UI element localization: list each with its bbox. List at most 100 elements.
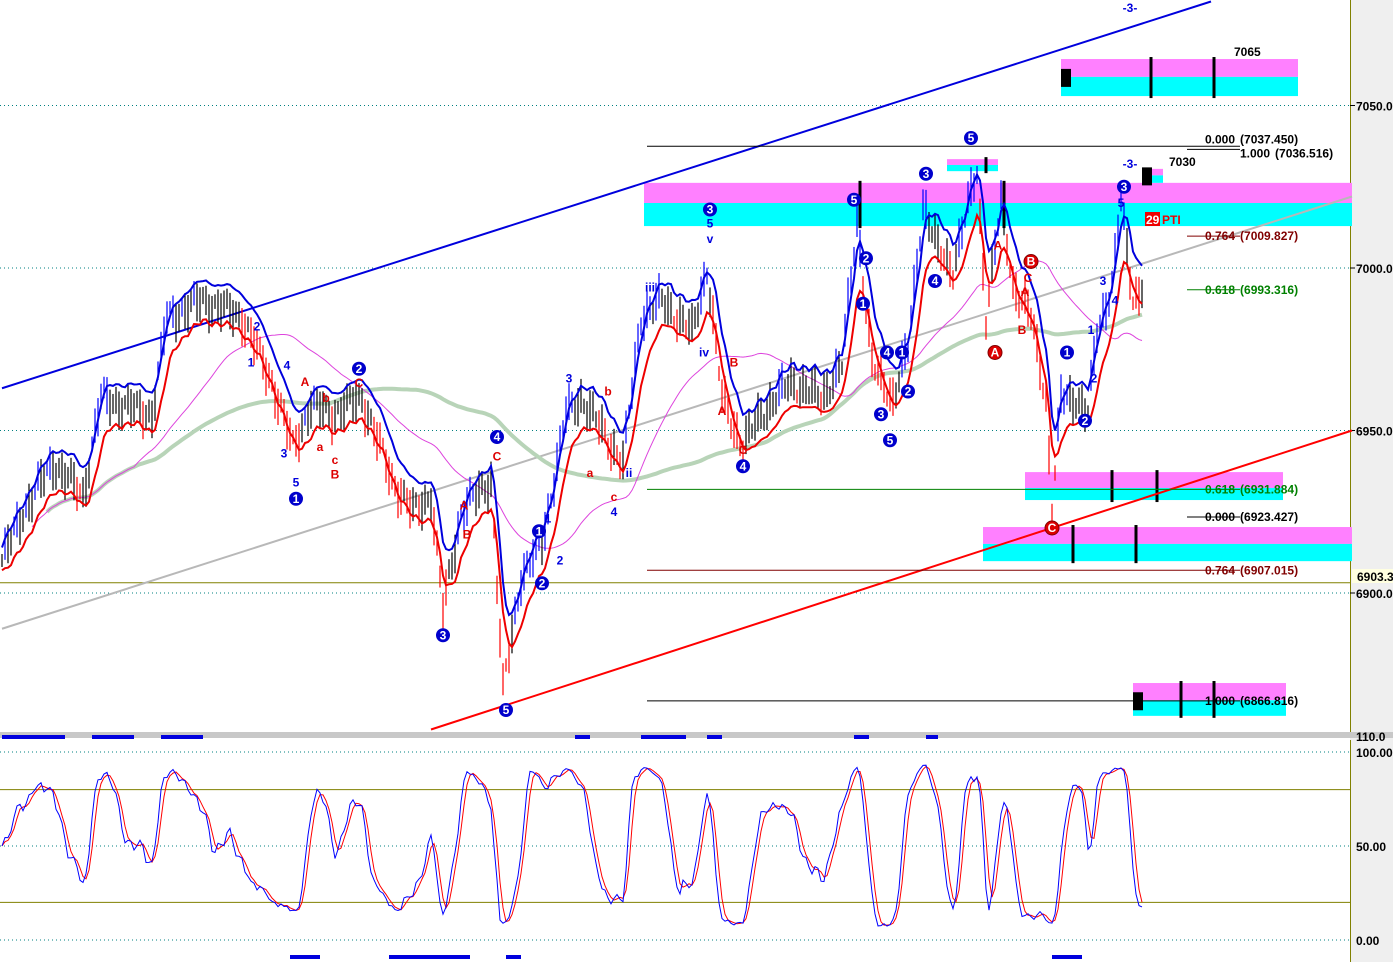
fib-ratio: 1.000 bbox=[1240, 146, 1270, 160]
lower-band bbox=[1, 212, 1143, 649]
trend-line bbox=[430, 429, 1353, 731]
wave-label: c bbox=[611, 490, 618, 504]
fib-value: (7036.516) bbox=[1275, 146, 1333, 160]
wave-label: v bbox=[707, 232, 714, 246]
price-tick-label: 7000.00 bbox=[1356, 262, 1393, 276]
wave-marker-label: 5 bbox=[887, 433, 894, 447]
wave-marker-label: 3 bbox=[1121, 180, 1128, 194]
wave-label: 3 bbox=[281, 446, 288, 460]
mid-moving-average bbox=[31, 260, 1143, 549]
fib-value: (6993.316) bbox=[1240, 283, 1298, 297]
wave-label: 4 bbox=[284, 359, 291, 373]
wave-label: A bbox=[718, 404, 727, 418]
wave-label: -3- bbox=[1123, 1, 1138, 15]
wave-marker-circle bbox=[736, 459, 750, 474]
fib-label: 0.000 (7037.450) bbox=[1205, 132, 1298, 146]
wave-marker-label: 5 bbox=[851, 193, 858, 207]
fib-ratio: 0.764 bbox=[1205, 229, 1235, 243]
zone-cyan bbox=[947, 164, 998, 172]
stochastic-d-line bbox=[1, 765, 1143, 926]
wave-marker-label: 1 bbox=[860, 297, 867, 311]
wave-label: B bbox=[730, 355, 739, 369]
zone-cyan bbox=[1142, 175, 1163, 183]
wave-label: 3 bbox=[566, 372, 573, 386]
signal-strip-segment bbox=[290, 955, 320, 959]
zone-block bbox=[1142, 167, 1152, 186]
wave-label: C bbox=[739, 443, 748, 457]
wave-label: c bbox=[332, 453, 339, 467]
wave-marker-circle bbox=[490, 430, 504, 444]
wave-label: 5 bbox=[707, 217, 714, 231]
wave-marker-label: 4 bbox=[494, 430, 501, 444]
trend-line bbox=[1, 195, 1353, 630]
wave-label: 3 bbox=[1100, 274, 1107, 288]
wave-marker-circle bbox=[436, 628, 450, 643]
wave-label: 1 bbox=[248, 355, 255, 369]
wave-label: b bbox=[322, 391, 329, 405]
signal-strip-segment bbox=[926, 735, 938, 739]
wave-marker-label: 1 bbox=[293, 492, 300, 506]
panel-separator[interactable] bbox=[0, 732, 1393, 738]
zone-cyan bbox=[983, 543, 1352, 562]
wave-label: C bbox=[355, 376, 364, 390]
wave-label: 1 bbox=[1088, 323, 1095, 337]
wave-marker-circle bbox=[883, 433, 897, 448]
fib-label: 0.764 (6907.015) bbox=[1205, 563, 1298, 577]
wave-marker-circle bbox=[535, 576, 549, 591]
signal-strip-segment bbox=[92, 735, 134, 739]
signal-strip-segment bbox=[506, 955, 521, 959]
fib-ratio: 0.618 bbox=[1205, 482, 1235, 496]
fib-value: (7037.450) bbox=[1240, 132, 1298, 146]
fib-ratio: 0.618 bbox=[1205, 283, 1235, 297]
wave-marker-circle bbox=[928, 274, 942, 288]
zone-pink bbox=[1142, 168, 1163, 176]
signal-strip-segment bbox=[854, 735, 869, 739]
zone-pink bbox=[1133, 683, 1286, 701]
fib-label: 0.618 (6993.316) bbox=[1205, 283, 1298, 297]
wave-label: C bbox=[493, 450, 502, 464]
fib-label: 1.000 (6866.816) bbox=[1205, 694, 1298, 708]
zone-pink bbox=[1061, 59, 1298, 77]
signal-strip-segment bbox=[389, 955, 470, 959]
wave-marker-label: 3 bbox=[440, 628, 447, 642]
fib-value: (7009.827) bbox=[1240, 229, 1298, 243]
fib-ratio: 1.000 bbox=[1205, 694, 1235, 708]
wave-marker-label: 2 bbox=[539, 576, 546, 590]
wave-label: 2 bbox=[1091, 372, 1098, 386]
fib-ratio: 0.764 bbox=[1205, 563, 1235, 577]
zone-block bbox=[1061, 68, 1071, 87]
wave-marker-circle bbox=[1117, 179, 1131, 194]
wave-marker-label: A bbox=[991, 346, 1000, 360]
wave-marker-label: 3 bbox=[707, 203, 714, 217]
price-tick-label: 6900.00 bbox=[1356, 587, 1393, 601]
wave-marker-circle bbox=[847, 192, 861, 207]
wave-marker-circle bbox=[964, 131, 978, 145]
wave-label: 5 bbox=[293, 476, 300, 490]
fib-value: (6931.884) bbox=[1240, 482, 1298, 496]
wave-marker-circle bbox=[901, 384, 915, 399]
wave-marker-circle bbox=[1060, 345, 1074, 360]
signal-strip-segment bbox=[641, 735, 686, 739]
pti-count-badge bbox=[1145, 212, 1160, 226]
wave-label: C bbox=[1024, 271, 1033, 285]
price-tick-label: 7050.00 bbox=[1356, 100, 1393, 114]
wave-marker-circle bbox=[289, 491, 303, 506]
wave-marker-circle bbox=[859, 251, 873, 266]
signal-strip-segment bbox=[575, 735, 590, 739]
price-axis-panel bbox=[1350, 0, 1393, 962]
fib-ratio: 0.000 bbox=[1205, 510, 1235, 524]
wave-marker-circle bbox=[1078, 413, 1092, 428]
wave-marker-label: 3 bbox=[923, 167, 930, 181]
wave-marker-circle bbox=[895, 345, 909, 360]
wave-marker-circle bbox=[856, 296, 870, 311]
signal-strip-segment bbox=[1052, 955, 1082, 959]
price-tick-label: 6950.00 bbox=[1356, 425, 1393, 439]
wave-label: A bbox=[1021, 285, 1030, 299]
wave-label: iii bbox=[645, 281, 655, 295]
wave-marker-circle bbox=[532, 524, 546, 539]
zone-pink bbox=[947, 159, 998, 165]
pti-label: PTI bbox=[1162, 213, 1181, 227]
wave-label: B bbox=[331, 468, 340, 482]
wave-marker-label: 1 bbox=[1064, 346, 1071, 360]
